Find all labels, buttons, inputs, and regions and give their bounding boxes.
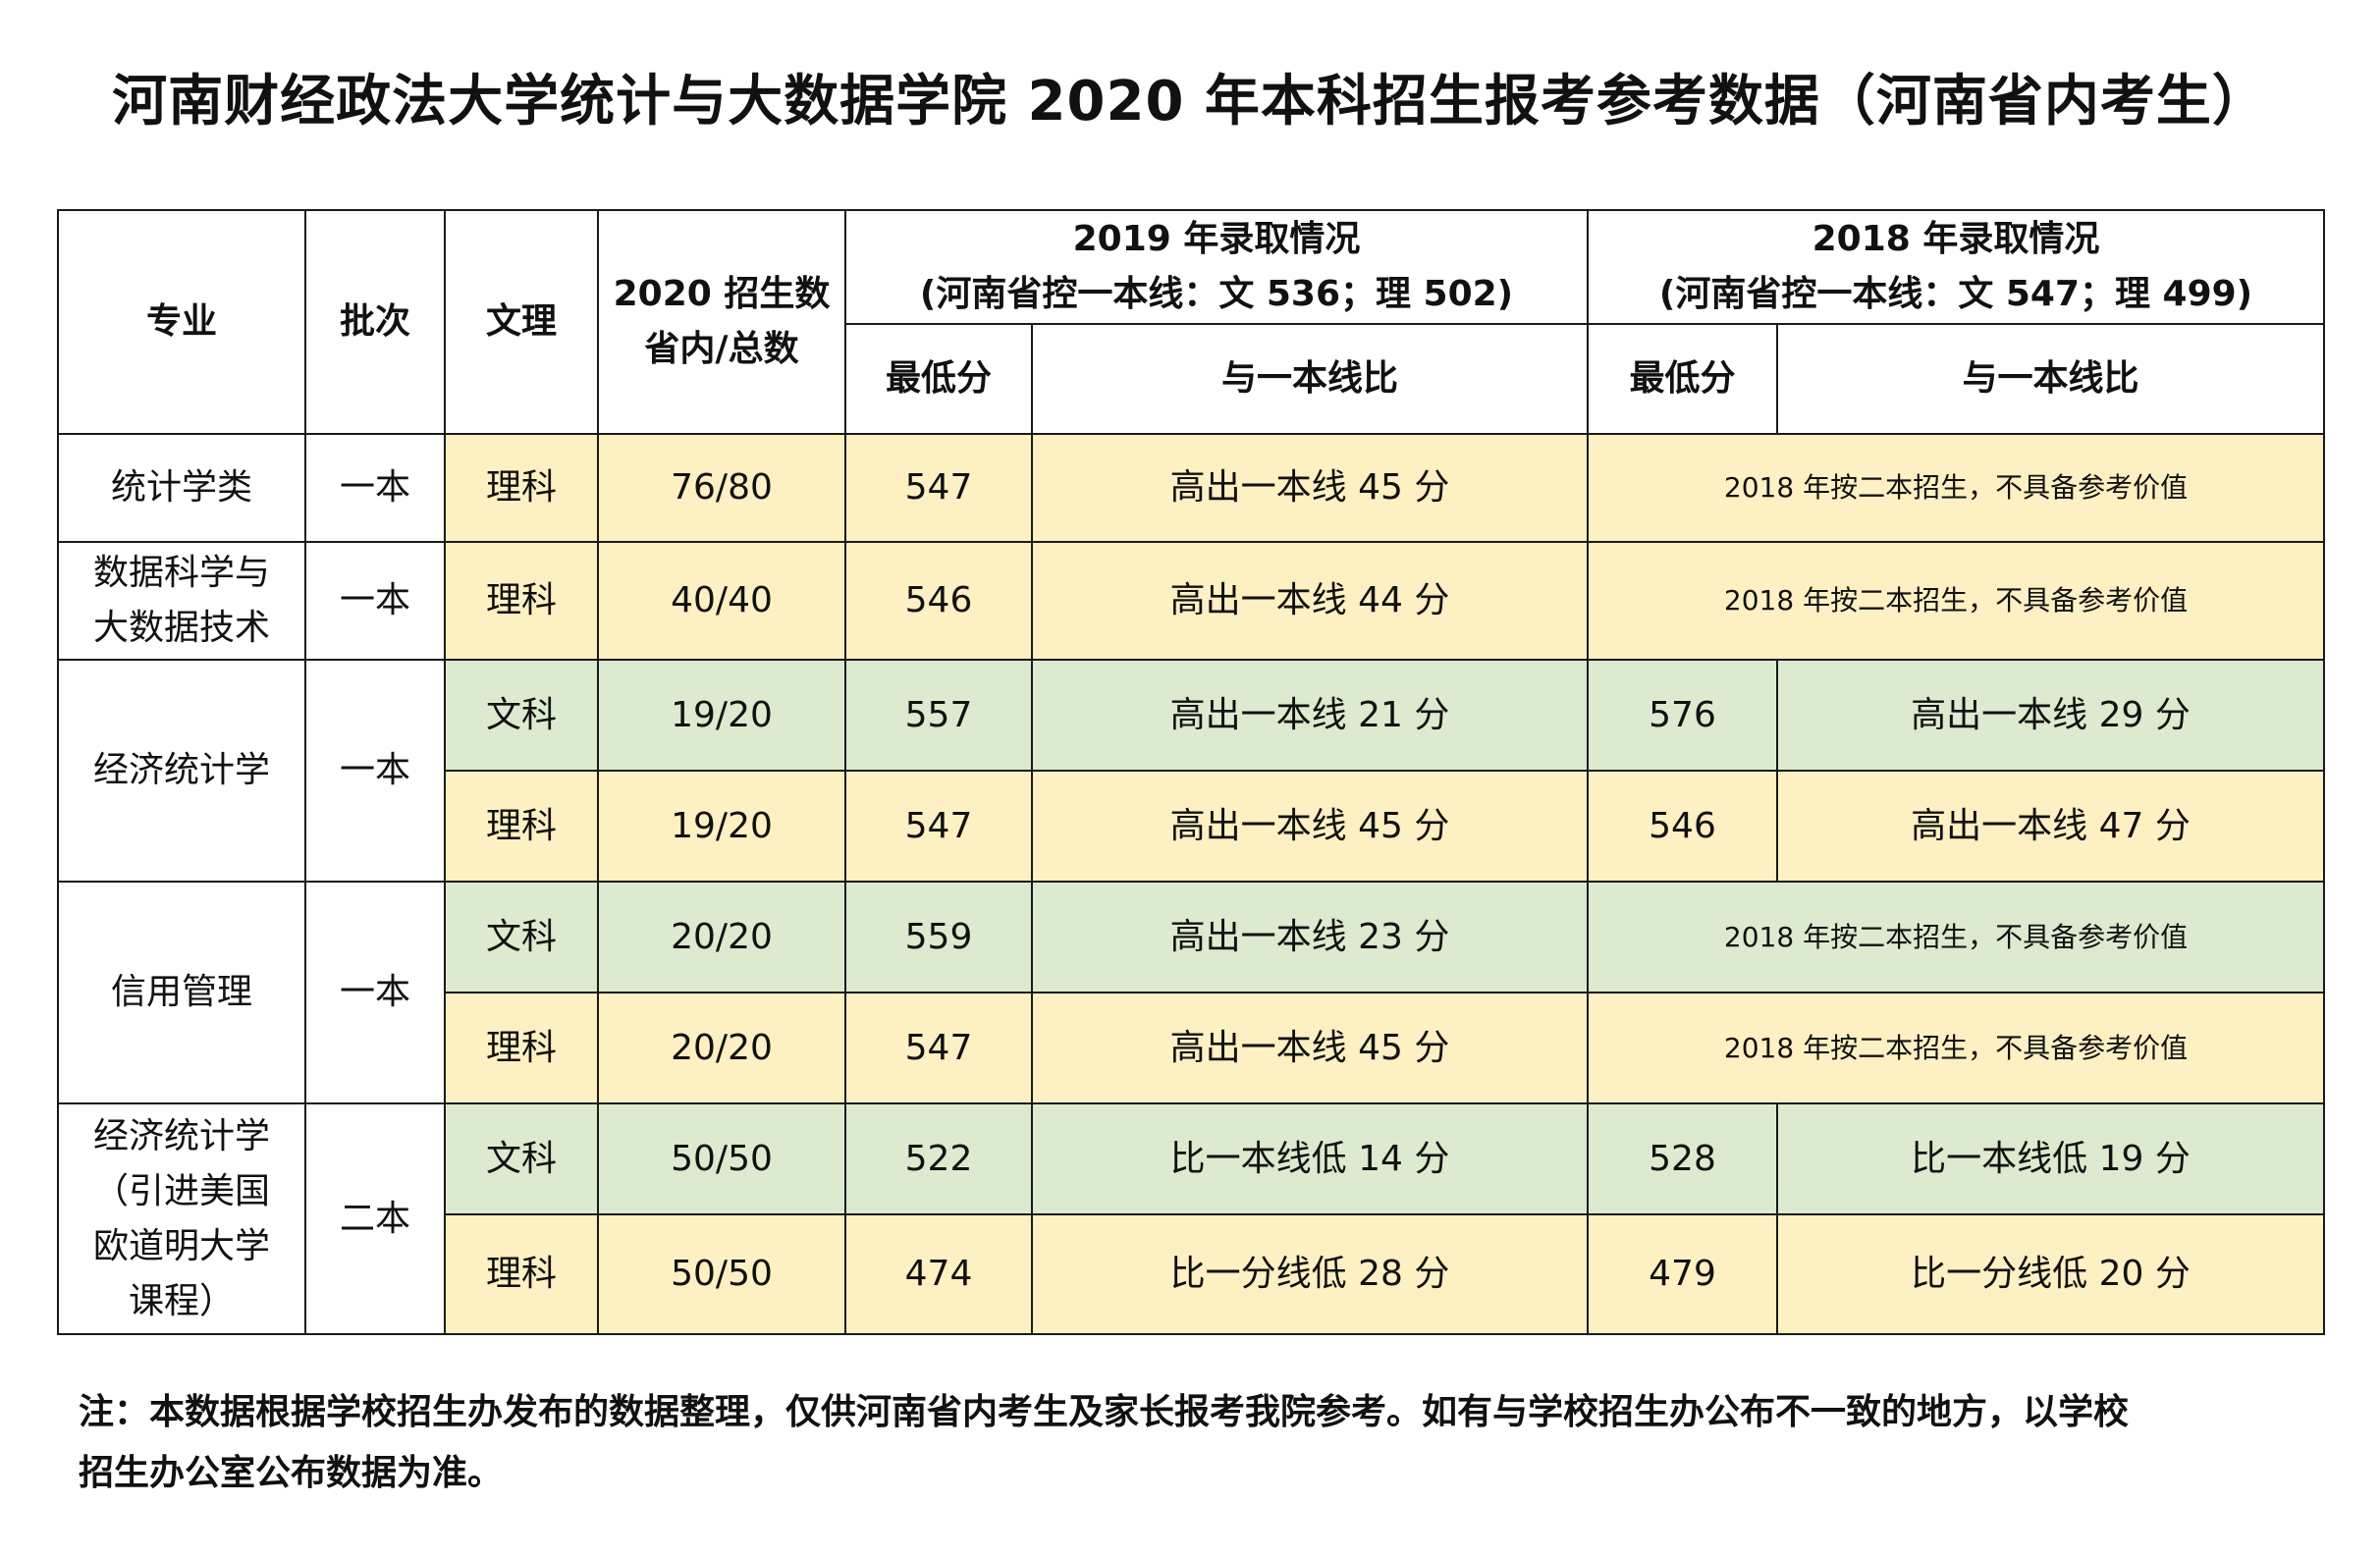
quota-cell: 19/20 — [597, 659, 846, 772]
header-track: 文理 — [444, 209, 599, 435]
compare-2019-cell: 比一本线低 14 分 — [1031, 1102, 1589, 1215]
major-cell: 信用管理 — [57, 881, 306, 1104]
compare-2018-cell: 高出一本线 29 分 — [1776, 659, 2325, 772]
header-major: 专业 — [57, 209, 306, 435]
table-row: 经济统计学 一本 文科 19/20 557 高出一本线 21 分 576 高出一… — [57, 659, 2325, 883]
table-row: 经济统计学 （引进美国 欧道明大学 课程） 二本 文科 50/50 522 比一… — [57, 1102, 2325, 1335]
major-line: 课程） — [128, 1280, 235, 1321]
min-2018-cell: 528 — [1587, 1102, 1778, 1215]
header-2018-line1: 2018 年录取情况 — [1812, 219, 2100, 259]
compare-2019-cell: 高出一本线 44 分 — [1031, 541, 1589, 661]
quota-cell: 19/20 — [597, 770, 846, 883]
page-title: 河南财经政法大学统计与大数据学院 2020 年本科招生报考参考数据（河南省内考生… — [112, 70, 2268, 134]
table-row: 数据科学与 大数据技术 一本 理科 40/40 546 高出一本线 44 分 2… — [57, 541, 2325, 661]
header-quota-line2: 省内/总数 — [644, 329, 799, 369]
track-cell: 文科 — [444, 659, 599, 772]
min-2019-cell: 522 — [844, 1102, 1033, 1215]
major-cell: 统计学类 — [57, 433, 306, 543]
note-2018-cell: 2018 年按二本招生，不具备参考价值 — [1587, 541, 2325, 661]
header-row-1: 专业 批次 文理 2020 招生数 省内/总数 2019 年录取情况 (河南省控… — [57, 209, 2325, 435]
note-2018-cell: 2018 年按二本招生，不具备参考价值 — [1587, 433, 2325, 543]
major-cell: 经济统计学 — [57, 659, 306, 883]
footnote-line: 注：本数据根据学校招生办发布的数据整理，仅供河南省内考生及家长报考我院参考。如有… — [79, 1392, 2130, 1432]
admission-table: 专业 批次 文理 2020 招生数 省内/总数 2019 年录取情况 (河南省控… — [57, 209, 2325, 1335]
compare-2019-cell: 高出一本线 45 分 — [1031, 433, 1589, 543]
table-row: 理科 19/20 547 高出一本线 45 分 546 高出一本线 47 分 — [58, 770, 2325, 883]
header-compare-2019: 与一本线比 — [1031, 323, 1589, 435]
quota-cell: 76/80 — [597, 433, 846, 543]
min-2018-cell: 479 — [1587, 1213, 1778, 1335]
min-2019-cell: 547 — [844, 770, 1033, 883]
batch-cell: 一本 — [304, 659, 446, 883]
batch-cell: 二本 — [304, 1102, 446, 1335]
min-2019-cell: 547 — [844, 433, 1033, 543]
header-min-2019: 最低分 — [844, 323, 1033, 435]
batch-cell: 一本 — [304, 541, 446, 661]
header-compare-2018: 与一本线比 — [1776, 323, 2325, 435]
track-cell: 理科 — [444, 433, 599, 543]
quota-cell: 50/50 — [597, 1213, 846, 1335]
header-quota-line1: 2020 招生数 — [613, 274, 831, 314]
track-cell: 理科 — [444, 992, 599, 1104]
track-cell: 理科 — [444, 770, 599, 883]
footnote-line: 招生办公室公布数据为准。 — [79, 1453, 504, 1493]
min-2019-cell: 474 — [844, 1213, 1033, 1335]
compare-2019-cell: 高出一本线 45 分 — [1031, 992, 1589, 1104]
track-cell: 理科 — [444, 541, 599, 661]
table-row: 理科 50/50 474 比一分线低 28 分 479 比一分线低 20 分 — [58, 1213, 2325, 1335]
major-line: 经济统计学 — [92, 1115, 270, 1156]
header-quota: 2020 招生数 省内/总数 — [597, 209, 846, 435]
table-row: 信用管理 一本 文科 20/20 559 高出一本线 23 分 2018 年按二… — [57, 881, 2325, 1104]
track-cell: 文科 — [444, 1102, 599, 1215]
major-line: 欧道明大学 — [92, 1225, 270, 1266]
header-batch: 批次 — [304, 209, 446, 435]
compare-2018-cell: 比一分线低 20 分 — [1776, 1213, 2325, 1335]
major-cell: 数据科学与 大数据技术 — [57, 541, 306, 661]
quota-cell: 20/20 — [597, 992, 846, 1104]
batch-cell: 一本 — [304, 433, 446, 543]
table-row: 理科 20/20 547 高出一本线 45 分 2018 年按二本招生，不具备参… — [58, 992, 2325, 1104]
major-line: 大数据技术 — [92, 608, 270, 648]
min-2018-cell: 546 — [1587, 770, 1778, 883]
min-2019-cell: 557 — [844, 659, 1033, 772]
compare-2019-cell: 比一分线低 28 分 — [1031, 1213, 1589, 1335]
compare-2019-cell: 高出一本线 21 分 — [1031, 659, 1589, 772]
header-2019-line1: 2019 年录取情况 — [1072, 219, 1361, 259]
track-cell: 理科 — [444, 1213, 599, 1335]
note-2018-cell: 2018 年按二本招生，不具备参考价值 — [1587, 992, 2325, 1104]
min-2019-cell: 547 — [844, 992, 1033, 1104]
header-2018: 2018 年录取情况 (河南省控一本线：文 547；理 499) — [1587, 209, 2325, 325]
header-2018-line2: (河南省控一本线：文 547；理 499) — [1658, 274, 2253, 314]
major-cell: 经济统计学 （引进美国 欧道明大学 课程） — [57, 1102, 306, 1335]
quota-cell: 20/20 — [597, 881, 846, 993]
track-cell: 文科 — [444, 881, 599, 993]
header-min-2018: 最低分 — [1587, 323, 1778, 435]
header-row-2: 最低分 与一本线比 最低分 与一本线比 — [58, 323, 2325, 435]
compare-2018-cell: 高出一本线 47 分 — [1776, 770, 2325, 883]
header-2019: 2019 年录取情况 (河南省控一本线：文 536；理 502) — [844, 209, 1589, 325]
table-row: 统计学类 一本 理科 76/80 547 高出一本线 45 分 2018 年按二… — [57, 433, 2325, 543]
min-2018-cell: 576 — [1587, 659, 1778, 772]
min-2019-cell: 559 — [844, 881, 1033, 993]
footnote: 注：本数据根据学校招生办发布的数据整理，仅供河南省内考生及家长报考我院参考。如有… — [79, 1382, 2327, 1504]
quota-cell: 50/50 — [597, 1102, 846, 1215]
compare-2019-cell: 高出一本线 23 分 — [1031, 881, 1589, 993]
compare-2018-cell: 比一本线低 19 分 — [1776, 1102, 2325, 1215]
min-2019-cell: 546 — [844, 541, 1033, 661]
major-line: （引进美国 — [92, 1170, 270, 1211]
quota-cell: 40/40 — [597, 541, 846, 661]
batch-cell: 一本 — [304, 881, 446, 1104]
major-line: 数据科学与 — [92, 553, 270, 593]
compare-2019-cell: 高出一本线 45 分 — [1031, 770, 1589, 883]
note-2018-cell: 2018 年按二本招生，不具备参考价值 — [1587, 881, 2325, 993]
header-2019-line2: (河南省控一本线：文 536；理 502) — [919, 274, 1514, 314]
